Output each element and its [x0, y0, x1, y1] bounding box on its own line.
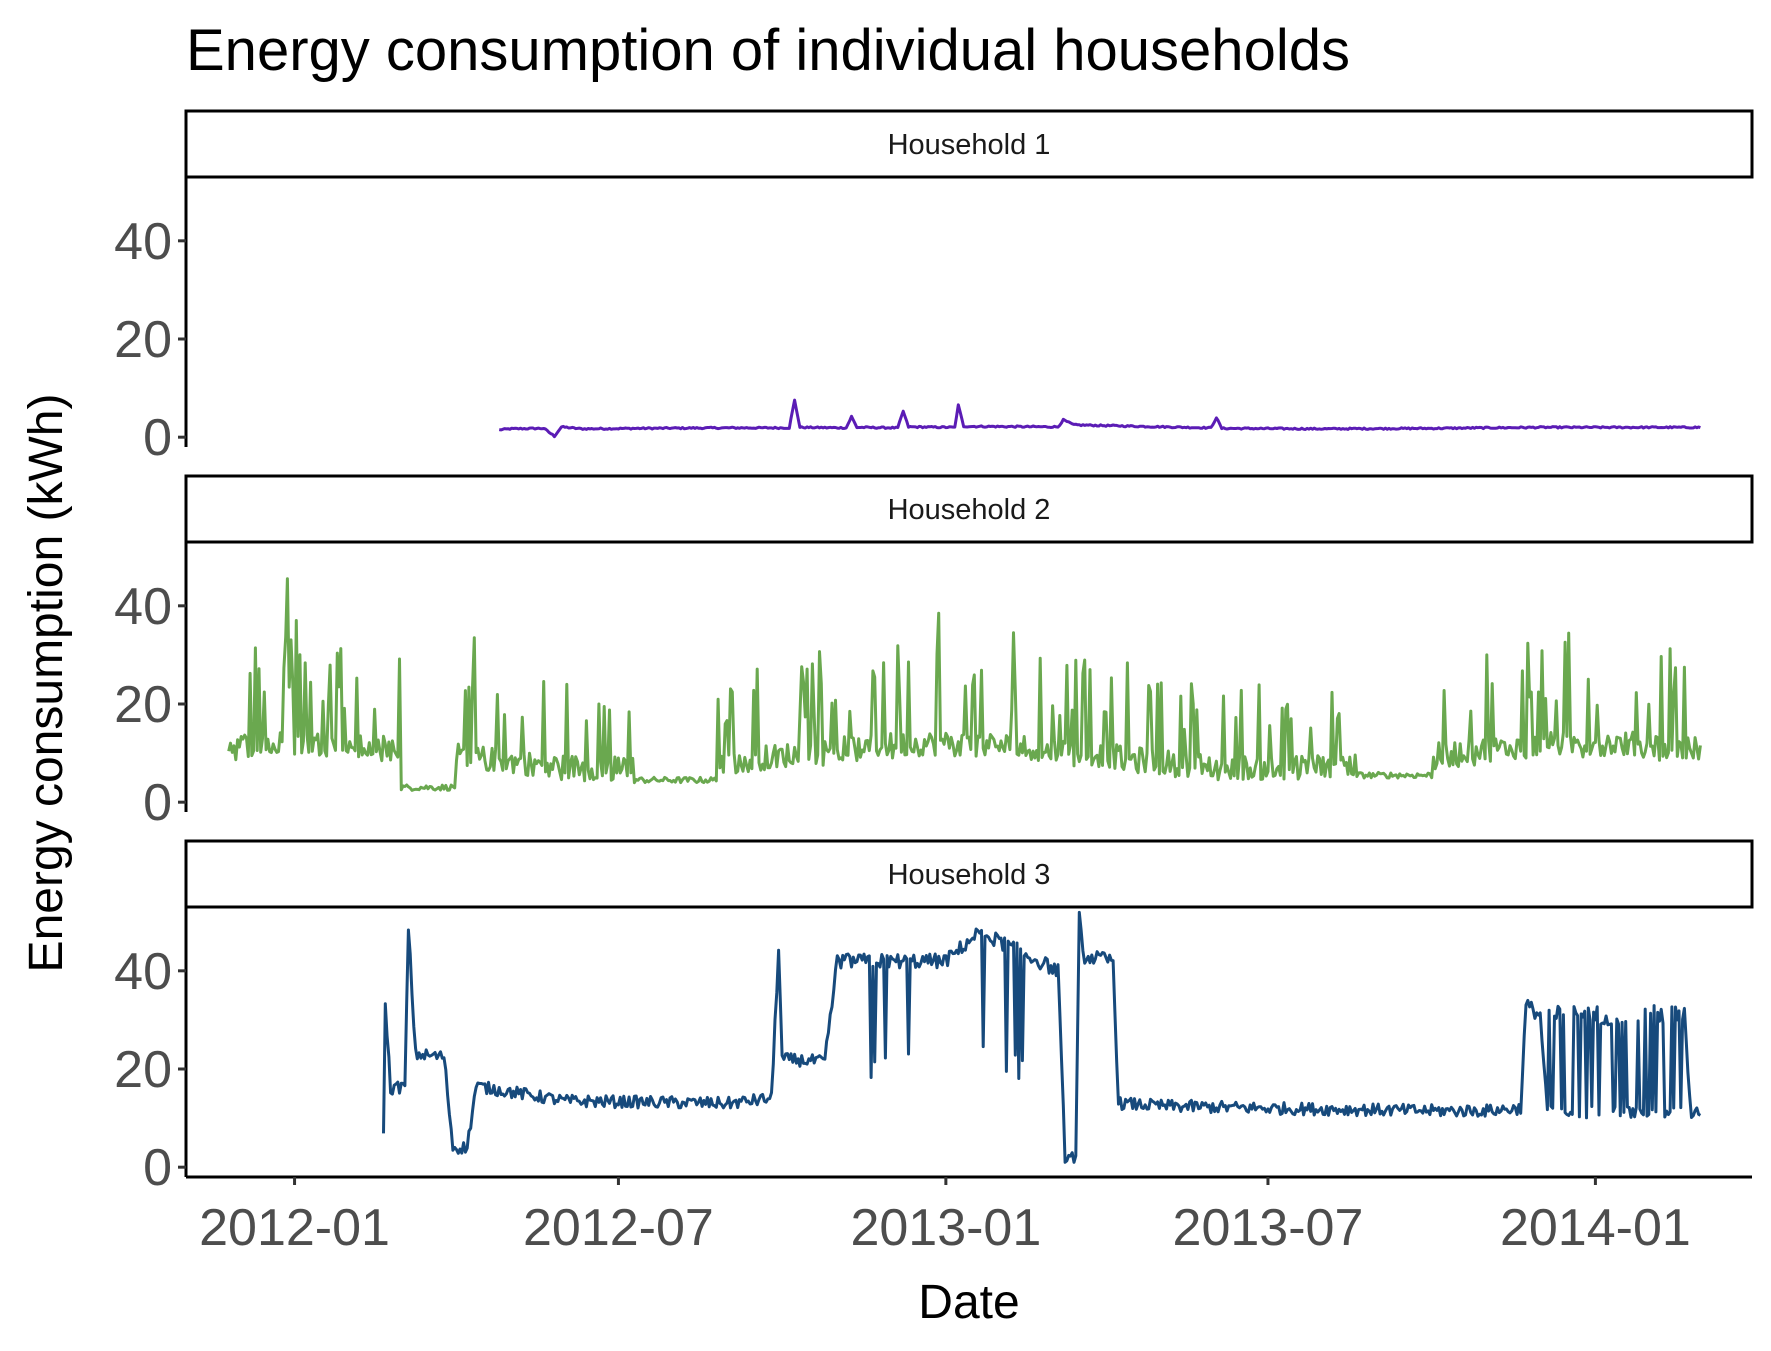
y-tick-label: 40 [114, 578, 172, 636]
y-tick-label: 40 [114, 213, 172, 271]
facet-label: Household 3 [888, 859, 1051, 891]
x-tick-label: 2012-01 [199, 1199, 390, 1257]
series-line [498, 398, 1701, 439]
facet-label: Household 2 [888, 494, 1051, 526]
chart-title: Energy consumption of individual househo… [186, 18, 1350, 83]
facet-panel: Household 1 0 20 40 [114, 109, 1754, 467]
facet-panel: Household 2 0 20 40 [114, 474, 1754, 832]
y-tick-label: 20 [114, 676, 172, 734]
y-tick-label: 20 [114, 1041, 172, 1099]
facet-strip [184, 474, 1754, 544]
x-tick-label: 2014-01 [1500, 1199, 1691, 1257]
x-tick-label: 2013-01 [850, 1199, 1041, 1257]
x-tick-label: 2012-07 [523, 1199, 714, 1257]
facet-strip [184, 109, 1754, 179]
y-tick-label: 0 [143, 774, 172, 832]
series-line [382, 910, 1702, 1164]
facet-panel: Household 3 0 20 40 [114, 839, 1754, 1197]
facet-label: Household 1 [888, 129, 1051, 161]
y-tick-label: 0 [143, 1139, 172, 1197]
x-tick-label: 2013-07 [1173, 1199, 1364, 1257]
y-tick-label: 40 [114, 943, 172, 1001]
y-tick-label: 0 [143, 409, 172, 467]
x-axis-title: Date [918, 1276, 1019, 1329]
facet-strip [184, 839, 1754, 909]
y-tick-label: 20 [114, 311, 172, 369]
series-line [227, 577, 1702, 792]
y-axis-title: Energy consumption (kWh) [20, 394, 73, 973]
x-axis: 2012-01 2012-07 2013-01 2013-07 2014-01 [186, 1175, 1752, 1257]
